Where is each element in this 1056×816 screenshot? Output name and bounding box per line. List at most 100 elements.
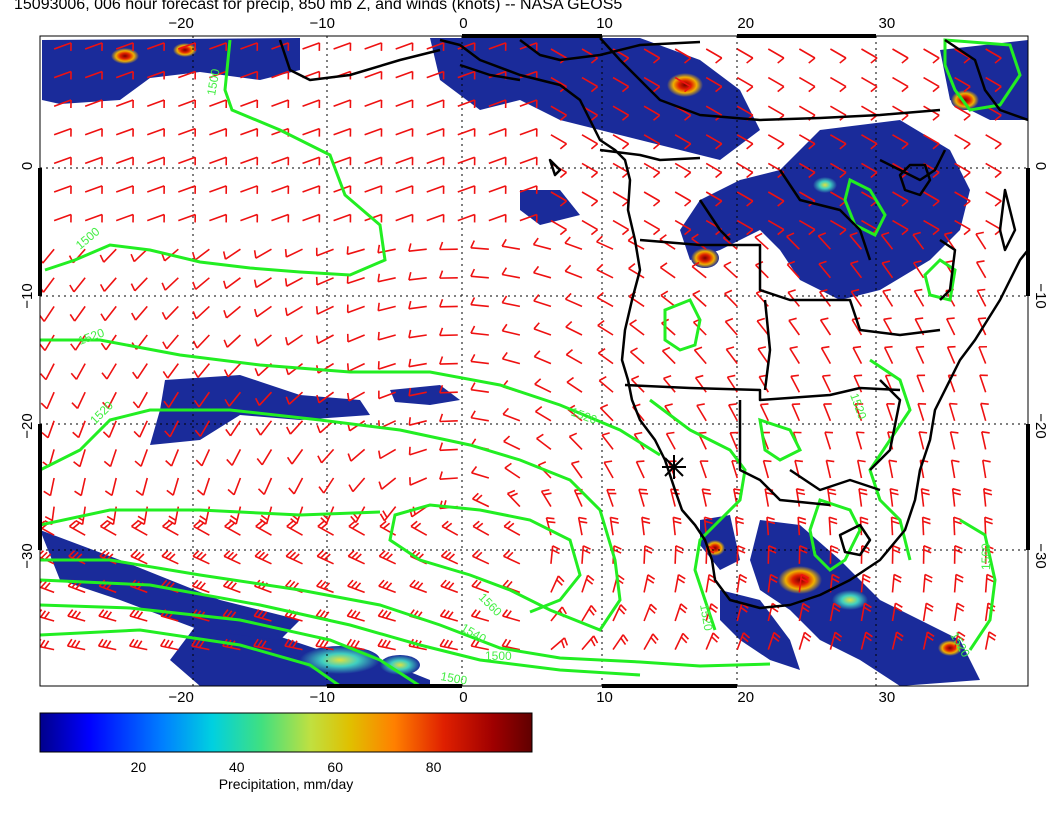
wind-barb [564, 264, 583, 279]
wind-barb [162, 334, 179, 350]
wind-barb [975, 231, 987, 250]
wind-barb [130, 550, 148, 565]
wind-barb [193, 391, 211, 408]
wind-barb [41, 420, 55, 439]
wind-barb [132, 363, 148, 380]
wind-barb [178, 213, 197, 223]
wind-barb [891, 602, 903, 622]
wind-barb [488, 99, 507, 109]
lon-tick-label-bottom: 30 [879, 689, 896, 706]
wind-barb [860, 631, 873, 650]
wind-barb [115, 156, 134, 166]
wind-barb [364, 70, 383, 80]
wind-barb [209, 42, 228, 51]
contour-label: 1500 [439, 669, 468, 687]
wind-barb [705, 134, 723, 150]
wind-barb [284, 248, 303, 258]
wind-barb [254, 391, 273, 406]
wind-barb [146, 99, 165, 109]
wind-barb [254, 334, 272, 347]
wind-barb [912, 231, 925, 250]
wind-barb [601, 432, 614, 450]
wind-barb [377, 331, 396, 341]
wind-barb [146, 213, 165, 223]
wind-barb [581, 219, 599, 236]
wind-barb [755, 261, 769, 279]
wind-barb [923, 134, 940, 150]
wind-barb [253, 609, 272, 622]
wind-barb [550, 105, 568, 121]
wind-barb [762, 459, 772, 479]
wind-barb [315, 638, 334, 651]
wind-barb [918, 431, 928, 450]
wind-barb [829, 631, 843, 650]
wind-barb [102, 420, 117, 438]
wind-barb [612, 134, 630, 150]
wind-barb [860, 602, 872, 622]
wind-barb [193, 520, 210, 536]
wind-barb [132, 391, 148, 409]
wind-barb [440, 550, 459, 565]
wind-barb [674, 162, 692, 179]
lat-tick-label-left: 0 [19, 162, 36, 170]
wind-barb [787, 289, 800, 307]
wind-barb [795, 488, 806, 507]
wind-barb [409, 477, 428, 486]
wind-barb [920, 487, 930, 507]
wind-barb [519, 156, 538, 166]
wind-barb [723, 261, 738, 279]
wind-barb [767, 134, 785, 150]
wind-barb [286, 420, 304, 435]
wind-barb [980, 431, 990, 450]
wind-barb [767, 191, 785, 207]
wind-barb [985, 162, 1002, 179]
wind-barb [855, 431, 865, 450]
wind-barb [564, 292, 583, 308]
wind-barb [888, 459, 898, 479]
wind-barb [892, 219, 909, 236]
wind-barb [953, 573, 964, 593]
wind-barb [457, 70, 476, 80]
wind-barb [130, 248, 148, 263]
lat-tick-label-right: −10 [1032, 283, 1049, 308]
wind-barb [641, 516, 651, 536]
wind-barb [285, 550, 303, 565]
wind-barb [53, 156, 72, 166]
wind-barb [378, 477, 397, 490]
wind-barb [84, 42, 103, 51]
wind-barb [643, 191, 661, 207]
wind-barb [129, 609, 148, 622]
wind-barb [736, 134, 754, 150]
wind-barb [638, 488, 649, 507]
wind-barb [581, 545, 591, 564]
wind-barb [223, 305, 241, 319]
lon-tick-label-bottom: −20 [168, 689, 193, 706]
wind-barb [347, 579, 365, 594]
wind-barb [315, 276, 334, 286]
wind-barb [660, 290, 676, 308]
wind-barb [285, 391, 304, 405]
wind-barb [115, 213, 134, 223]
wind-barb [822, 403, 832, 422]
wind-barb [426, 99, 445, 109]
wind-barb [674, 574, 686, 593]
wind-barb [596, 291, 614, 308]
wind-barb [378, 579, 396, 594]
wind-barb [271, 99, 290, 109]
wind-barb [99, 520, 117, 536]
wind-barb [302, 99, 321, 109]
wind-barb [597, 348, 614, 365]
wind-barb [691, 261, 707, 279]
wind-barb [849, 260, 863, 279]
wind-barb [659, 262, 676, 279]
wind-barb [566, 376, 583, 393]
wind-barb [317, 448, 335, 464]
colorbar-tick-label: 60 [327, 759, 343, 775]
wind-barb [665, 431, 676, 450]
wind-barb [53, 127, 72, 137]
wind-barb [470, 240, 489, 250]
wind-barb [71, 391, 86, 410]
wind-barb [734, 516, 745, 536]
wind-barb [271, 70, 290, 80]
wind-barb [830, 76, 847, 93]
